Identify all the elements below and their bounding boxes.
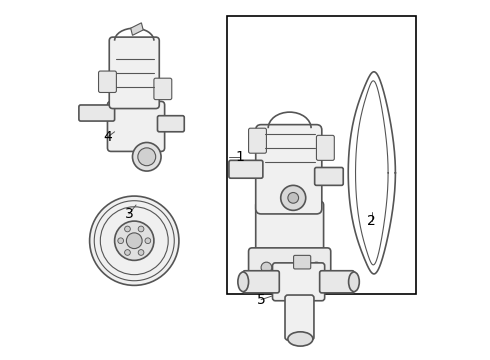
Circle shape bbox=[138, 249, 144, 255]
Ellipse shape bbox=[348, 272, 359, 292]
FancyBboxPatch shape bbox=[272, 263, 325, 301]
Circle shape bbox=[132, 143, 161, 171]
Text: 4: 4 bbox=[103, 130, 112, 144]
Circle shape bbox=[138, 226, 144, 232]
FancyBboxPatch shape bbox=[248, 248, 331, 284]
FancyBboxPatch shape bbox=[79, 105, 115, 121]
FancyBboxPatch shape bbox=[317, 135, 334, 160]
Circle shape bbox=[90, 196, 179, 285]
FancyBboxPatch shape bbox=[98, 71, 117, 93]
Circle shape bbox=[145, 238, 151, 244]
Circle shape bbox=[138, 148, 156, 166]
Circle shape bbox=[124, 249, 130, 255]
Bar bbox=[227, 16, 416, 294]
Circle shape bbox=[311, 262, 322, 273]
Text: 5: 5 bbox=[257, 293, 266, 307]
Circle shape bbox=[288, 193, 298, 203]
Text: 1: 1 bbox=[235, 150, 244, 164]
FancyBboxPatch shape bbox=[285, 295, 314, 340]
FancyBboxPatch shape bbox=[294, 255, 311, 269]
FancyBboxPatch shape bbox=[248, 128, 267, 153]
Text: 2: 2 bbox=[368, 214, 376, 228]
FancyBboxPatch shape bbox=[319, 271, 354, 293]
FancyBboxPatch shape bbox=[256, 125, 322, 214]
Polygon shape bbox=[131, 23, 143, 35]
FancyBboxPatch shape bbox=[107, 102, 165, 152]
FancyBboxPatch shape bbox=[256, 202, 323, 262]
Circle shape bbox=[261, 262, 272, 273]
FancyBboxPatch shape bbox=[109, 37, 159, 109]
Circle shape bbox=[126, 233, 142, 249]
FancyBboxPatch shape bbox=[157, 116, 184, 132]
Circle shape bbox=[118, 238, 123, 244]
Circle shape bbox=[115, 221, 154, 260]
Circle shape bbox=[281, 185, 306, 210]
FancyBboxPatch shape bbox=[154, 78, 172, 100]
FancyBboxPatch shape bbox=[243, 271, 279, 293]
Circle shape bbox=[124, 226, 130, 232]
Ellipse shape bbox=[288, 332, 313, 346]
FancyBboxPatch shape bbox=[229, 160, 263, 178]
Ellipse shape bbox=[238, 272, 248, 292]
FancyBboxPatch shape bbox=[315, 167, 343, 185]
Text: 3: 3 bbox=[124, 207, 133, 221]
